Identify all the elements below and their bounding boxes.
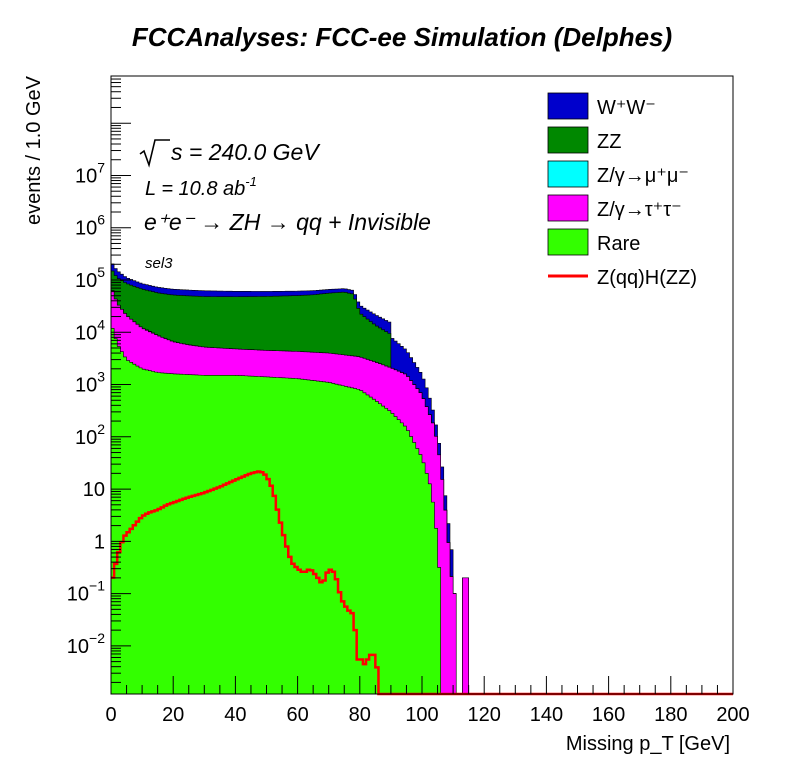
legend-label: ZZ <box>597 131 621 153</box>
y-tick-label: 1 <box>94 531 105 553</box>
x-tick-label: 180 <box>654 704 687 726</box>
annotation-luminosity: L = 10.8 ab-1 <box>145 174 257 200</box>
x-tick-label: 200 <box>716 704 749 726</box>
legend-label: Rare <box>597 233 640 255</box>
y-axis: 10−2 10−1 1 10 102 103 104 105 106 107 <box>67 75 131 683</box>
y-tick-label: 105 <box>75 264 105 292</box>
y-tick-label: 106 <box>75 212 105 240</box>
y-tick-label: 107 <box>75 159 105 187</box>
x-tick-label: 40 <box>224 704 246 726</box>
legend-swatch <box>547 160 589 188</box>
y-tick-label: 104 <box>75 316 105 344</box>
annotation-luminosity-exponent: -1 <box>245 174 257 189</box>
x-tick-label: 160 <box>592 704 625 726</box>
x-tick-label: 100 <box>405 704 438 726</box>
x-tick-label: 140 <box>530 704 563 726</box>
x-tick-label: 120 <box>468 704 501 726</box>
legend-swatch <box>547 92 589 120</box>
x-tick-label: 60 <box>286 704 308 726</box>
annotation-selection: sel3 <box>145 255 173 272</box>
y-tick-label: 10−2 <box>67 630 105 658</box>
legend-label: Z(qq)H(ZZ) <box>597 267 697 289</box>
y-tick-label: 10−1 <box>67 578 105 606</box>
x-tick-label: 0 <box>105 704 116 726</box>
x-axis-label: Missing p_T [GeV] <box>566 733 730 755</box>
y-tick-label: 102 <box>75 421 105 449</box>
y-tick-label: 103 <box>75 369 105 397</box>
annotation-process: e⁺e⁻ → ZH → qq + Invisible <box>144 209 431 235</box>
legend-label: Z/γ→τ⁺τ⁻ <box>597 199 682 221</box>
legend-swatch <box>547 228 589 256</box>
legend-label: W⁺W⁻ <box>597 97 656 119</box>
chart-title: FCCAnalyses: FCC-ee Simulation (Delphes) <box>132 22 672 52</box>
x-axis: 0 20 40 60 80 100 120 140 160 180 200 <box>105 676 750 726</box>
legend-label: Z/γ→μ⁺μ⁻ <box>597 165 689 187</box>
sqrt-symbol-icon <box>139 139 170 168</box>
legend-swatch <box>547 126 589 154</box>
x-tick-label: 80 <box>349 704 371 726</box>
y-axis-label: events / 1.0 GeV <box>23 75 45 225</box>
annotation-sqrt-s: s = 240.0 GeV <box>171 139 321 165</box>
legend: W⁺W⁻ ZZ Z/γ→μ⁺μ⁻ Z/γ→τ⁺τ⁻ Rare Z(qq)H(ZZ) <box>547 92 697 289</box>
legend-swatch <box>547 194 589 222</box>
stacked-areas <box>110 263 733 695</box>
x-tick-label: 20 <box>162 704 184 726</box>
annotations: s = 240.0 GeV L = 10.8 ab-1 e⁺e⁻ → ZH → … <box>139 139 431 272</box>
y-tick-label: 10 <box>83 479 105 501</box>
